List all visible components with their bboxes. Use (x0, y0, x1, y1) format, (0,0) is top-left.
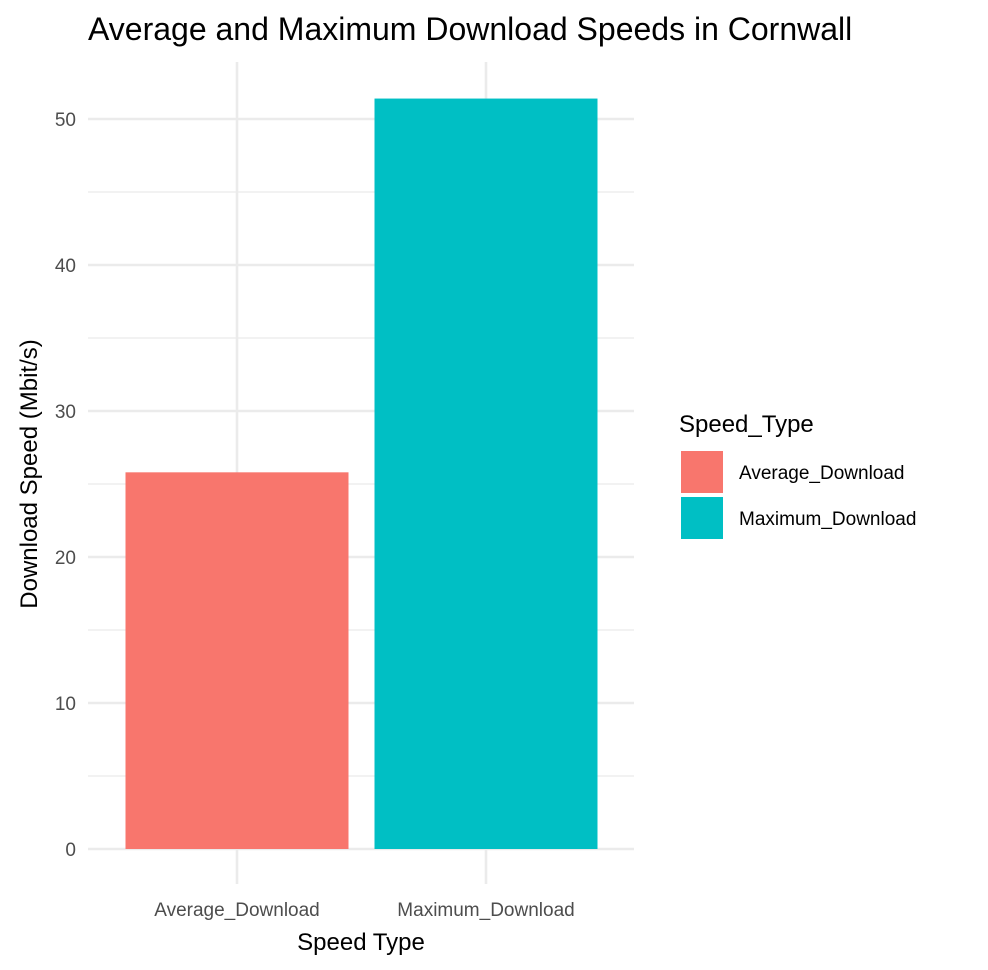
bars (125, 98, 598, 849)
x-axis-title: Speed Type (297, 929, 425, 956)
bar-average-download (125, 472, 349, 849)
y-tick-label: 40 (55, 256, 76, 277)
y-axis-title: Download Speed (Mbit/s) (16, 339, 43, 608)
legend-label: Maximum_Download (739, 509, 916, 530)
y-tick-label: 20 (55, 548, 76, 569)
bar-maximum-download (374, 98, 598, 849)
x-axis-ticks: Average_Download Maximum_Download (154, 900, 574, 921)
legend-entries: Average_Download Maximum_Download (681, 451, 916, 539)
y-tick-label: 10 (55, 694, 76, 715)
y-tick-label: 30 (55, 402, 76, 423)
legend-key (681, 497, 723, 539)
y-tick-label: 0 (65, 840, 76, 861)
x-tick-label: Average_Download (154, 900, 320, 921)
legend: Speed_Type Average_Download Maximum_Downl… (679, 411, 916, 539)
chart-title: Average and Maximum Download Speeds in C… (88, 11, 852, 47)
legend-key (681, 451, 723, 493)
legend-title: Speed_Type (679, 411, 814, 438)
x-tick-label: Maximum_Download (397, 900, 574, 921)
y-axis-ticks: 0 10 20 30 40 50 (55, 110, 76, 861)
legend-label: Average_Download (739, 463, 905, 484)
y-tick-label: 50 (55, 110, 76, 131)
